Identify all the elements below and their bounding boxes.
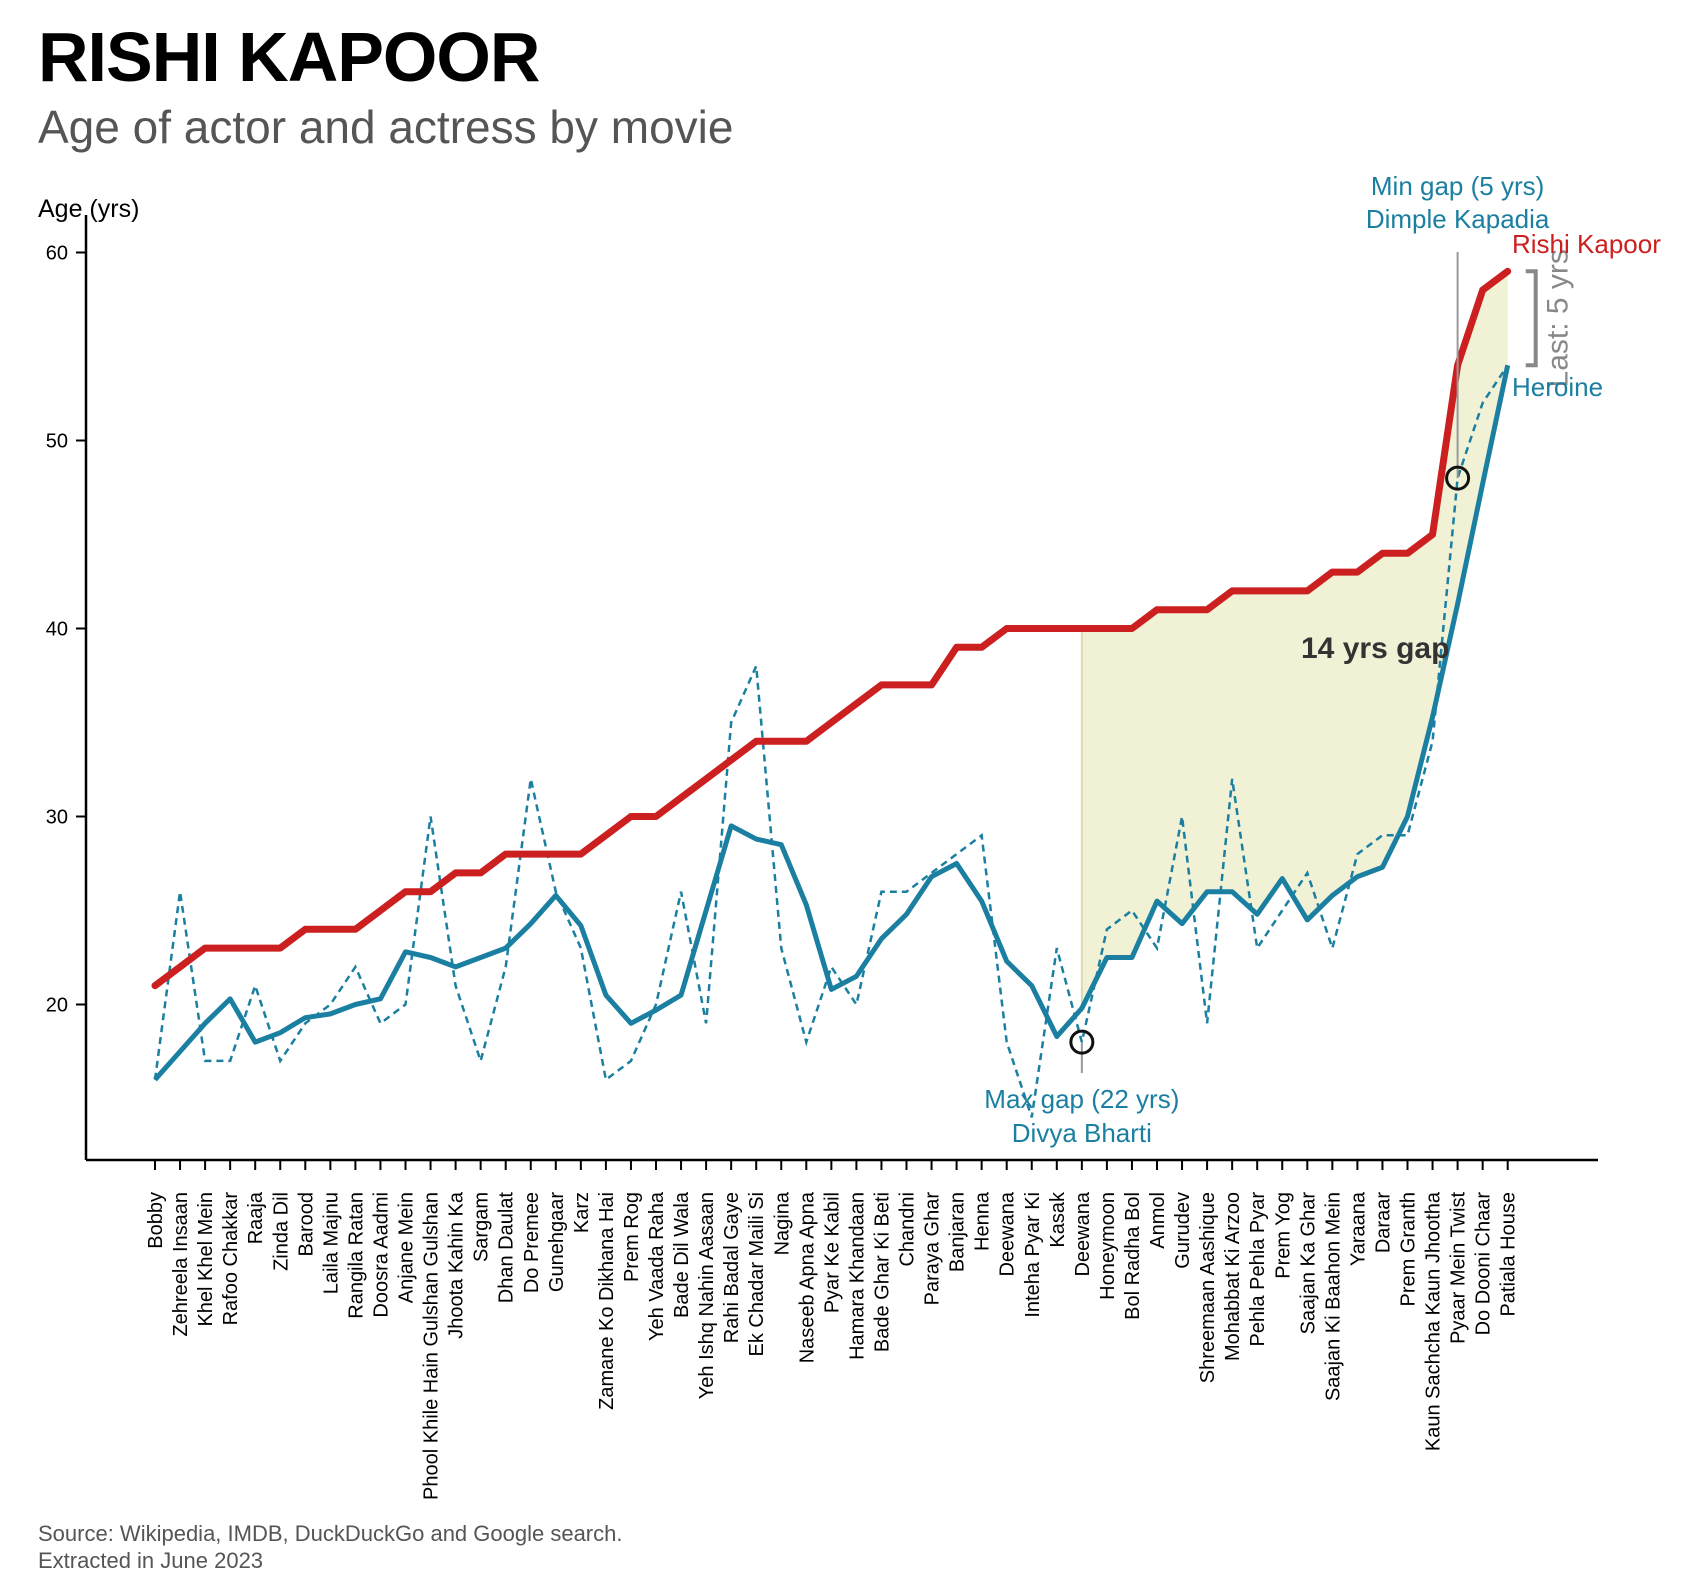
y-tick-label: 30 [46,807,68,829]
actor-series-label: Rishi Kapoor [1512,229,1661,259]
last-gap-bracket [1525,269,1538,368]
y-tick-label: 20 [46,995,68,1017]
x-tick-label: Bade Dil Wala [671,1191,693,1318]
max-gap-name: Divya Bharti [1012,1118,1152,1148]
max-gap-label: Max gap (22 yrs) [984,1084,1179,1114]
x-tick-label: Gurudev [1172,1192,1194,1269]
heroine-age-dashed-line [153,364,1509,1118]
x-tick-label: Pyaar Mein Twist [1448,1192,1470,1344]
x-tick-label: Zinda Dil [270,1192,292,1271]
x-tick-label: Anjane Mein [396,1192,418,1303]
x-tick-label: Rafoo Chakkar [220,1192,242,1326]
x-tick-label: Prem Granth [1398,1192,1420,1306]
gap-label: 14 yrs gap [1301,632,1449,665]
x-tick-label: Honeymoon [1097,1192,1119,1300]
min-gap-name: Dimple Kapadia [1366,204,1550,234]
x-tick-label: Patiala House [1498,1192,1520,1317]
chart-subtitle: Age of actor and actress by movie [38,101,734,153]
x-tick-label: Bobby [145,1192,167,1249]
x-tick-label: Banjaran [947,1192,969,1272]
x-tick-label: Rahi Badal Gaye [721,1192,743,1343]
x-tick-label: Dhan Daulat [496,1192,518,1304]
x-tick-label: Deewana [997,1191,1019,1276]
last-gap-label: Last: 5 yrs [1542,249,1575,387]
x-tick-label: Saajan Ki Baahon Mein [1322,1192,1344,1401]
x-tick-label: Prem Yog [1272,1192,1294,1279]
y-tick-label: 60 [46,243,68,265]
extracted-line: Extracted in June 2023 [38,1548,264,1573]
x-tick-label: Chandni [897,1192,919,1267]
x-tick-label: Daraar [1372,1192,1394,1253]
x-tick-label: Doosra Aadmi [370,1192,392,1318]
x-tick-label: Phool Khile Hain Gulshan Gulshan [421,1192,443,1500]
y-tick-label: 40 [46,619,68,641]
x-tick-label: Kaun Sachcha Kaun Jhootha [1423,1191,1445,1451]
x-tick-label: Barood [295,1192,317,1257]
x-tick-label: Deewana [1072,1191,1094,1276]
x-tick-label: Mohabbat Ki Arzoo [1222,1192,1244,1361]
heroine-age-avg-line [153,364,1511,1082]
x-tick-label: Rangila Ratan [345,1192,367,1319]
source-line: Source: Wikipedia, IMDB, DuckDuckGo and … [38,1521,623,1546]
y-axis-label: Age (yrs) [38,195,139,223]
x-tick-label: Henna [972,1191,994,1251]
max-gap-marker [1069,1029,1095,1055]
x-tick-label: Anmol [1147,1192,1169,1249]
x-tick-label: Paraya Ghar [922,1192,944,1306]
x-tick-label: Hamara Khandaan [846,1192,868,1360]
x-tick-label: Raaja [245,1191,267,1244]
y-tick-label: 50 [46,431,68,453]
source-note: Source: Wikipedia, IMDB, DuckDuckGo and … [38,1520,622,1574]
chart-title: RISHI KAPOOR [38,18,540,96]
heroine-series-label: Heroine [1512,372,1603,402]
min-gap-marker [1445,465,1471,491]
x-tick-label: Sargam [471,1192,493,1262]
x-tick-label: Shreemaan Aashique [1197,1192,1219,1383]
x-tick-label: Jhoota Kahin Ka [446,1191,468,1339]
x-tick-label: Ek Chadar Maili Si [746,1192,768,1357]
x-tick-label: Karz [571,1192,593,1233]
x-tick-label: Pyar Ke Kabil [821,1192,843,1313]
x-tick-label: Bol Radha Bol [1122,1192,1144,1320]
x-tick-label: Prem Rog [621,1192,643,1282]
x-tick-label: Naseeb Apna Apna [796,1191,818,1363]
actor-age-line [151,267,1512,990]
x-tick-label: Gunehgaar [546,1192,568,1292]
x-tick-label: Kasak [1047,1191,1069,1248]
x-tick-label: Khel Khel Mein [195,1192,217,1327]
x-tick-label: Inteha Pyar Ki [1022,1192,1044,1318]
x-tick-label: Yeh Vaada Raha [646,1191,668,1341]
x-tick-label: Zehreela Insaan [170,1192,192,1337]
min-gap-label: Min gap (5 yrs) [1371,171,1544,201]
x-tick-label: Zamane Ko Dikhana Hai [596,1192,618,1410]
x-tick-label: Bade Ghar Ki Beti [871,1192,893,1352]
x-tick-label: Do Premee [521,1192,543,1293]
x-tick-label: Yeh Ishq Nahin Aasaan [696,1192,718,1399]
x-tick-label: Laila Majnu [320,1192,342,1294]
x-tick-label: Do Dooni Chaar [1473,1192,1495,1336]
x-tick-label: Saajan Ka Ghar [1297,1192,1319,1335]
x-tick-label: Yaraana [1347,1191,1369,1266]
x-tick-label: Pehla Pehla Pyar [1247,1192,1269,1347]
x-tick-label: Nagina [771,1191,793,1255]
